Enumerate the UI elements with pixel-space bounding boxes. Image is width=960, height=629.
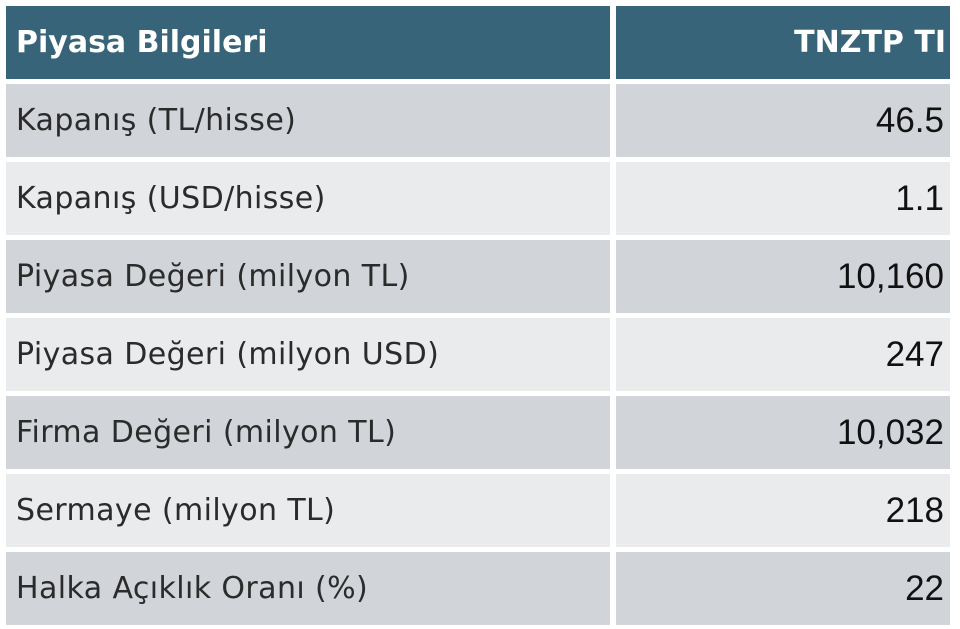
header-label: Piyasa Bilgileri	[6, 6, 610, 79]
row-label: Firma Değeri (milyon TL)	[6, 396, 610, 469]
row-label: Kapanış (USD/hisse)	[6, 162, 610, 235]
row-label: Piyasa Değeri (milyon TL)	[6, 240, 610, 313]
row-value: 247	[616, 318, 950, 391]
row-label: Halka Açıklık Oranı (%)	[6, 552, 610, 625]
row-value: 218	[616, 474, 950, 547]
row-value: 10,032	[616, 396, 950, 469]
row-label: Piyasa Değeri (milyon USD)	[6, 318, 610, 391]
row-label: Kapanış (TL/hisse)	[6, 84, 610, 157]
row-value: 1.1	[616, 162, 950, 235]
row-value: 10,160	[616, 240, 950, 313]
market-info-table: Piyasa Bilgileri TNZTP TI Kapanış (TL/hi…	[6, 6, 950, 625]
header-ticker: TNZTP TI	[616, 6, 950, 79]
row-value: 22	[616, 552, 950, 625]
row-value: 46.5	[616, 84, 950, 157]
row-label: Sermaye (milyon TL)	[6, 474, 610, 547]
